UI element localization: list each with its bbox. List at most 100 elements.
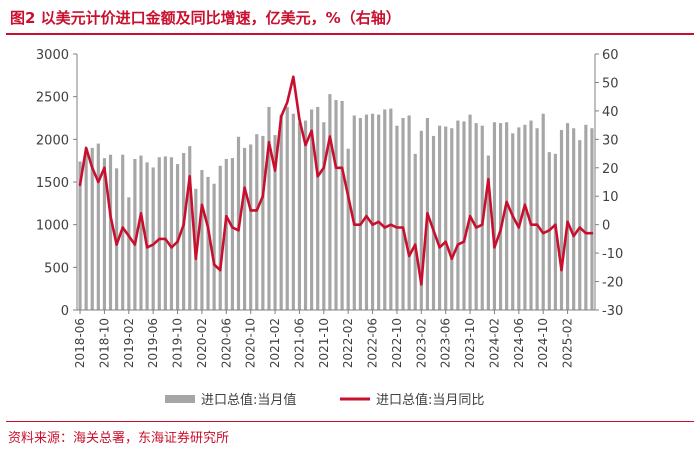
line-point — [128, 235, 130, 237]
bar — [505, 122, 509, 311]
left-tick-label: 1000 — [36, 219, 69, 234]
chart-title: 图2 以美元计价进口金额及同比增速，亿美元，%（右轴） — [10, 9, 401, 27]
bar — [206, 176, 210, 310]
line-point — [511, 215, 514, 217]
bar-series — [78, 94, 594, 311]
bar — [316, 106, 320, 310]
line-point — [207, 226, 209, 229]
bar — [157, 157, 161, 310]
bar — [340, 100, 344, 311]
line-point — [359, 223, 362, 226]
bar — [590, 128, 594, 310]
bar — [291, 113, 295, 310]
bar — [328, 94, 332, 310]
x-tick-label: 2024-06 — [512, 318, 526, 368]
x-tick-label: 2018-06 — [73, 318, 87, 368]
bar — [438, 125, 442, 311]
x-tick-label: 2018-10 — [97, 318, 111, 368]
right-tick-label: 30 — [602, 133, 619, 148]
bar — [90, 147, 94, 310]
line-point — [377, 221, 380, 223]
bar — [151, 167, 155, 310]
x-tick-label: 2023-06 — [439, 318, 453, 368]
line-point — [335, 166, 337, 169]
line-point — [231, 226, 234, 229]
bar — [431, 135, 436, 310]
line-point — [213, 263, 215, 266]
line-point — [475, 226, 477, 229]
x-tick-label: 2023-02 — [414, 318, 428, 368]
bar — [383, 109, 387, 310]
legend-bar-label: 进口总值:当月值 — [201, 392, 296, 408]
bar — [182, 152, 186, 310]
bar — [139, 155, 143, 310]
line-point — [329, 135, 331, 138]
bar — [358, 118, 362, 310]
legend-bar-swatch — [165, 395, 195, 403]
line-point — [578, 226, 581, 229]
right-tick-label: 40 — [602, 105, 619, 120]
line-point — [487, 178, 490, 180]
x-tick-label: 2019-06 — [146, 318, 160, 368]
line-point — [134, 243, 136, 246]
right-tick-label: 20 — [602, 162, 619, 177]
legend-line-label: 进口总值:当月同比 — [376, 392, 484, 408]
bar — [273, 135, 277, 310]
line-point — [164, 238, 167, 240]
bar — [297, 122, 302, 311]
bar — [474, 123, 478, 311]
line-point — [274, 169, 276, 172]
line-point — [182, 223, 185, 226]
x-tick-label: 2019-02 — [122, 318, 136, 368]
line-point — [243, 186, 246, 189]
bar — [334, 100, 338, 310]
line-point — [420, 283, 423, 286]
bar — [78, 161, 82, 310]
line-point — [450, 258, 453, 260]
bar — [224, 158, 228, 310]
bar — [450, 128, 454, 310]
line-point — [115, 243, 118, 246]
line-point — [530, 223, 532, 226]
line-point — [591, 232, 593, 234]
line-point — [121, 226, 124, 229]
bar — [413, 153, 417, 310]
x-tick-label: 2021-02 — [268, 318, 282, 368]
line-point — [554, 223, 557, 226]
line-point — [103, 166, 106, 169]
line-point — [566, 221, 569, 223]
right-tick-label: -10 — [602, 247, 623, 262]
bar — [572, 128, 576, 310]
line-point — [518, 226, 520, 229]
bar — [255, 134, 259, 310]
right-tick-label: -30 — [602, 304, 623, 319]
bar — [108, 154, 113, 310]
bar — [584, 124, 588, 310]
left-tick-label: 2500 — [36, 91, 69, 106]
bar — [517, 127, 521, 310]
left-tick-label: 2000 — [36, 133, 69, 148]
line-point — [499, 229, 502, 232]
bar — [456, 120, 460, 310]
line-point — [542, 232, 544, 234]
line-point — [383, 226, 386, 229]
x-tick-label: 2024-02 — [487, 318, 501, 368]
line-point — [249, 209, 252, 212]
line-point — [408, 255, 410, 257]
line-point — [85, 147, 87, 149]
line-point — [237, 229, 240, 232]
line-point — [572, 235, 575, 237]
line-point — [390, 223, 392, 226]
line-point — [109, 215, 112, 217]
line-point — [365, 215, 368, 217]
x-tick-label: 2022-10 — [390, 318, 404, 368]
x-tick-label: 2022-06 — [366, 318, 380, 368]
bar — [169, 157, 174, 310]
line-point — [292, 75, 295, 78]
x-tick-label: 2020-02 — [195, 318, 209, 368]
line-point — [323, 166, 325, 169]
bar — [261, 135, 265, 310]
bar — [486, 155, 490, 310]
bar — [541, 113, 545, 310]
line-point — [481, 223, 484, 226]
